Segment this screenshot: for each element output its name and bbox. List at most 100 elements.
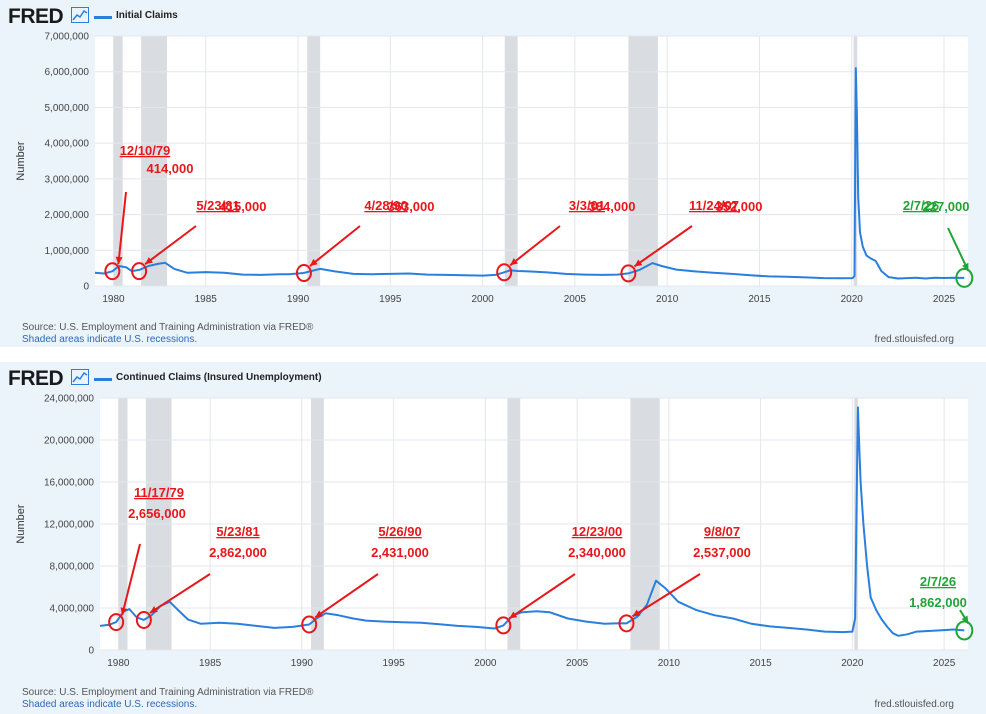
x-tick-label: 2005 (564, 294, 587, 305)
initial-claims-panel: FRED Initial Claims 0 1,000,000 2,000,000 3… (0, 0, 986, 347)
y-tick-label: 4,000,000 (45, 139, 90, 150)
chart-line-icon (71, 369, 89, 385)
recession-note[interactable]: Shaded areas indicate U.S. recessions. (22, 699, 198, 710)
annotation-circle (496, 263, 513, 282)
x-tick-label: 1980 (102, 294, 125, 305)
annotation-circle (620, 264, 637, 283)
annotation-date: 5/26/90 (378, 524, 421, 539)
y-tick-label: 1,000,000 (45, 246, 90, 257)
chart-line-icon (71, 7, 89, 23)
site-link[interactable]: fred.stlouisfed.org (874, 699, 955, 710)
annotation-date: 11/17/79 (134, 485, 184, 500)
continued-claims-chart: 0 4,000,000 8,000,000 12,000,000 16,000,000 2… (15, 394, 974, 669)
annotation-arrow (309, 225, 361, 267)
fred-logo[interactable]: FRED (8, 367, 64, 390)
annotation-arrow (633, 225, 693, 268)
y-tick-label: 5,000,000 (45, 103, 90, 114)
annotation-arrow (508, 573, 576, 620)
annotation-value: 363,000 (388, 199, 435, 214)
annotation-arrow (314, 573, 379, 619)
annotation-arrow (631, 573, 701, 618)
fred-logo[interactable]: FRED (8, 5, 64, 28)
continued-claims-panel: FRED Continued Claims (Insured Unemploym… (0, 362, 986, 714)
annotation-date: 5/23/81 (196, 198, 239, 213)
x-tick-label: 2025 (933, 294, 956, 305)
annotation-date: 12/10/79 (120, 143, 171, 158)
annotation-date: 2/7/26 (903, 198, 939, 213)
x-tick-label: 1995 (382, 658, 405, 669)
annotation-arrow (144, 225, 197, 265)
series-line (94, 67, 965, 280)
y-tick-label: 6,000,000 (45, 67, 90, 78)
recession-band (307, 36, 321, 286)
recession-band (141, 36, 167, 286)
legend-label: Continued Claims (Insured Unemployment) (116, 372, 322, 383)
annotation-value: 2,656,000 (128, 506, 186, 521)
source-text: Source: U.S. Employment and Training Adm… (22, 687, 314, 698)
annotation-value: 2,537,000 (693, 545, 751, 560)
x-tick-label: 2015 (750, 658, 773, 669)
annotation-arrowhead (115, 256, 123, 265)
legend-label: Initial Claims (116, 10, 178, 21)
annotation-arrow (121, 543, 141, 616)
annotation-circle (108, 613, 125, 632)
annotation-arrowhead (634, 259, 643, 267)
y-tick-label: 3,000,000 (45, 174, 90, 185)
annotation-value: 2,340,000 (568, 545, 626, 560)
x-tick-label: 2020 (841, 294, 864, 305)
annotation-value: 384,000 (589, 199, 636, 214)
recession-note[interactable]: Shaded areas indicate U.S. recessions. (22, 334, 198, 345)
annotation-circle (955, 620, 974, 641)
recession-band (504, 36, 518, 286)
y-tick-label: 0 (88, 646, 94, 657)
annotation-arrow (117, 191, 127, 265)
annotation-arrowhead (120, 607, 128, 616)
annotation-arrowhead (145, 257, 153, 265)
y-tick-label: 12,000,000 (44, 520, 94, 531)
recession-band (628, 36, 658, 286)
y-tick-label: 20,000,000 (44, 436, 94, 447)
y-axis-label: Number (15, 504, 27, 543)
annotation-arrowhead (510, 258, 518, 266)
source-text: Source: U.S. Employment and Training Adm… (22, 322, 314, 333)
annotation-arrowhead (149, 606, 158, 613)
y-tick-label: 2,000,000 (45, 210, 90, 221)
annotation-circle (135, 610, 152, 629)
annotation-arrow (947, 227, 970, 272)
x-tick-label: 1990 (287, 294, 310, 305)
annotation-arrowhead (962, 262, 969, 271)
y-tick-label: 24,000,000 (44, 394, 94, 405)
y-tick-label: 4,000,000 (50, 604, 95, 615)
x-tick-label: 2025 (933, 658, 956, 669)
annotation-value: 2,862,000 (209, 545, 267, 560)
annotation-value: 352,000 (716, 199, 763, 214)
annotation-arrow (149, 573, 211, 614)
recession-band (113, 36, 123, 286)
annotation-date: 4/28/90 (364, 198, 407, 213)
annotation-date: 3/3/01 (569, 198, 605, 213)
x-tick-label: 1995 (379, 294, 402, 305)
annotation-arrowhead (961, 615, 969, 624)
x-tick-label: 2000 (474, 658, 497, 669)
x-tick-label: 1980 (107, 658, 130, 669)
annotation-circle (104, 262, 121, 281)
annotation-circle (955, 267, 974, 288)
site-link[interactable]: fred.stlouisfed.org (874, 334, 955, 345)
annotation-circle (131, 262, 148, 281)
annotation-arrowhead (309, 258, 318, 267)
annotation-arrowhead (315, 610, 324, 618)
legend-swatch (94, 16, 112, 19)
x-tick-label: 1985 (199, 658, 222, 669)
annotation-circle (495, 616, 512, 635)
y-tick-label: 0 (83, 282, 89, 293)
annotation-value: 414,000 (147, 161, 194, 176)
annotation-value: 227,000 (923, 199, 970, 214)
x-tick-label: 1985 (195, 294, 218, 305)
annotation-arrow (509, 225, 561, 267)
x-tick-label: 2010 (656, 294, 679, 305)
annotation-circle (618, 614, 635, 633)
annotation-value: 2,431,000 (371, 545, 429, 560)
annotation-date: 12/23/00 (572, 524, 623, 539)
y-tick-label: 16,000,000 (44, 478, 94, 489)
x-tick-label: 2000 (471, 294, 494, 305)
